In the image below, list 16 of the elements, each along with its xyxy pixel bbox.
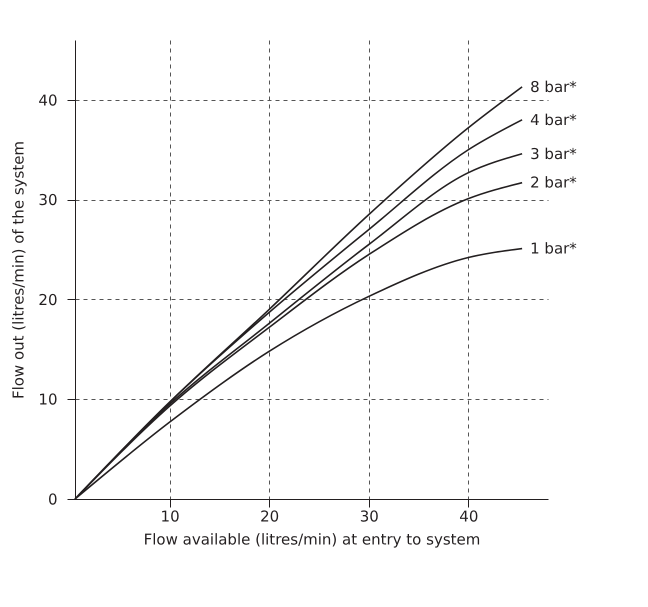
y-tick-label: 40 [38, 91, 58, 110]
y-axis-title: Flow out (litres/min) of the system [9, 140, 28, 400]
series-label: 8 bar* [530, 78, 578, 96]
series-label: 1 bar* [530, 240, 578, 258]
x-tick-label: 20 [260, 508, 280, 526]
x-axis-title: Flow available (litres/min) at entry to system [144, 530, 480, 548]
x-tick-label: 10 [160, 508, 180, 526]
y-tick-label: 10 [38, 390, 58, 409]
series-label: 2 bar* [530, 174, 578, 192]
series-label: 3 bar* [530, 144, 578, 163]
x-tick-label: 30 [360, 508, 379, 526]
x-tick-label: 40 [459, 508, 478, 526]
y-tick-label: 20 [38, 290, 58, 309]
y-tick-label: 30 [38, 191, 58, 210]
y-tick-label: 0 [48, 490, 58, 508]
series-label: 4 bar* [530, 110, 578, 129]
